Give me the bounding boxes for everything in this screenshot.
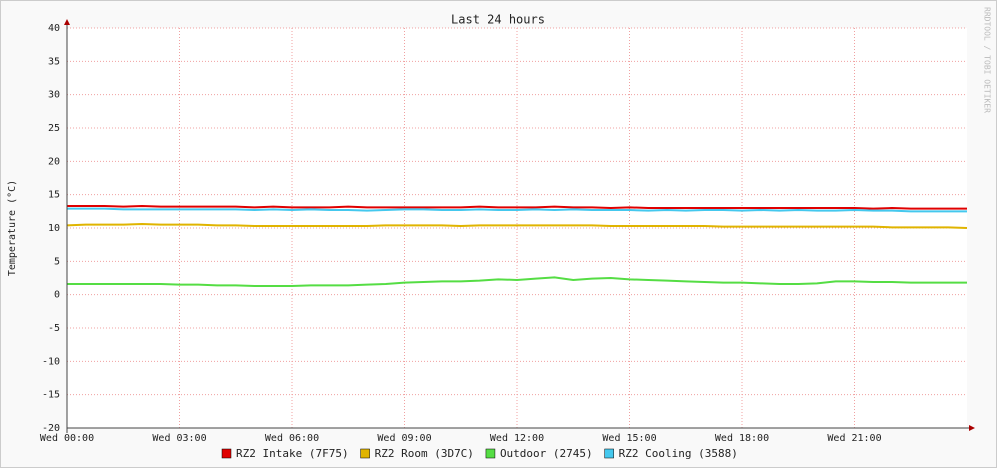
legend-swatch <box>360 448 370 459</box>
x-tick-label: Wed 12:00 <box>490 433 544 444</box>
y-axis-arrow <box>64 19 70 25</box>
legend-swatch <box>604 448 614 459</box>
y-tick-label: -5 <box>48 323 60 334</box>
series-line <box>67 276 967 287</box>
x-tick-label: Wed 21:00 <box>827 433 881 444</box>
labels: -20 -15 -10 -5 0 5 10 15 20 25 30 35 40 Wed 00:00 Wed … <box>40 23 882 460</box>
y-tick-label: 0 <box>54 290 60 301</box>
y-tick-label: -20 <box>42 423 60 434</box>
x-tick-label: Wed 15:00 <box>602 433 656 444</box>
legend-swatch <box>485 448 496 459</box>
legend-label: RZ2 Room (3D7C) <box>375 447 474 460</box>
y-tick-label: 30 <box>48 90 60 101</box>
watermark: RRDTOOL / TOBI OETIKER <box>983 7 992 113</box>
y-tick-label: -15 <box>42 390 60 401</box>
y-tick-label: 20 <box>48 156 60 167</box>
y-axis-label: Temperature (°C) <box>7 180 18 276</box>
y-tick-label: 15 <box>48 190 60 201</box>
x-tick-label: Wed 18:00 <box>715 433 769 444</box>
chart-title: Last 24 hours <box>451 13 545 27</box>
legend-label: RZ2 Intake (7F75) <box>236 447 349 460</box>
legend-label: Outdoor (2745) <box>500 447 593 460</box>
legend-label: RZ2 Cooling (3588) <box>619 447 738 460</box>
x-tick-label: Wed 03:00 <box>152 433 206 444</box>
y-tick-label: -10 <box>42 356 60 367</box>
y-tick-label: 35 <box>48 56 60 67</box>
x-tick-label: Wed 00:00 <box>40 433 94 444</box>
legend-swatch <box>221 448 232 459</box>
y-tick-label: 10 <box>48 223 60 234</box>
x-tick-label: Wed 09:00 <box>377 433 431 444</box>
lines <box>66 204 968 287</box>
y-tick-label: 5 <box>54 256 60 267</box>
series-line <box>66 222 968 229</box>
x-axis-arrow <box>969 425 975 431</box>
x-tick-label: Wed 06:00 <box>265 433 319 444</box>
y-tick-label: 25 <box>48 123 60 134</box>
grid <box>66 27 967 429</box>
series-line <box>67 207 967 213</box>
y-tick-label: 40 <box>48 23 60 34</box>
series-line <box>67 204 967 210</box>
